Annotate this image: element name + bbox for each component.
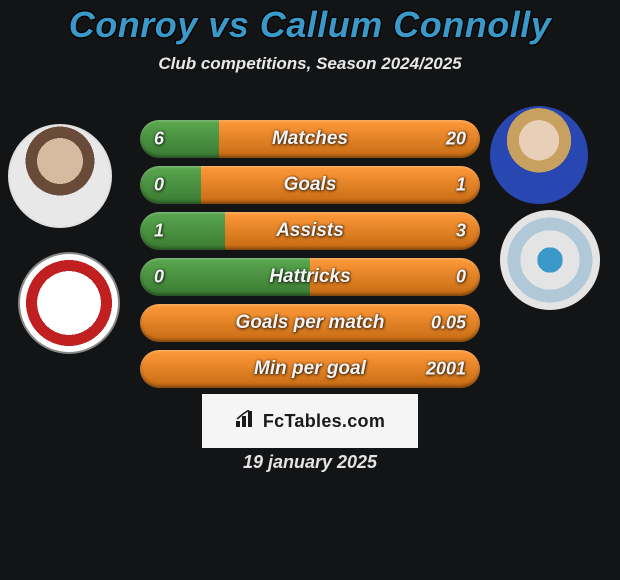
- chart-icon: [235, 410, 257, 433]
- stat-row: Hattricks00: [140, 258, 480, 296]
- stat-bar-right: [140, 304, 480, 342]
- stat-row: Goals01: [140, 166, 480, 204]
- stat-row: Assists13: [140, 212, 480, 250]
- stat-bar-right: [225, 212, 480, 250]
- snapshot-date: 19 january 2025: [0, 452, 620, 473]
- page-title: Conroy vs Callum Connolly: [0, 4, 620, 46]
- stats-bars: Matches620 Goals01 Assists13 Hattricks00 Goa…: [140, 120, 480, 396]
- stat-bar-right: [140, 350, 480, 388]
- logo-text: FcTables.com: [263, 411, 385, 432]
- stat-bar-left: [140, 212, 225, 250]
- player1-club-badge: [18, 252, 120, 354]
- page-subtitle: Club competitions, Season 2024/2025: [0, 54, 620, 74]
- stat-bar-right: [201, 166, 480, 204]
- stat-bar-right: [219, 120, 480, 158]
- stat-bar-left: [140, 258, 310, 296]
- comparison-card: Conroy vs Callum Connolly Club competiti…: [0, 0, 620, 580]
- stat-row: Min per goal2001: [140, 350, 480, 388]
- player2-avatar: [490, 106, 588, 204]
- player2-club-badge: [500, 210, 600, 310]
- fctables-logo: FcTables.com: [202, 394, 418, 448]
- stat-row: Matches620: [140, 120, 480, 158]
- stat-bar-left: [140, 120, 219, 158]
- player1-avatar: [8, 124, 112, 228]
- stat-bar-right: [310, 258, 480, 296]
- stat-row: Goals per match0.05: [140, 304, 480, 342]
- stat-bar-left: [140, 166, 201, 204]
